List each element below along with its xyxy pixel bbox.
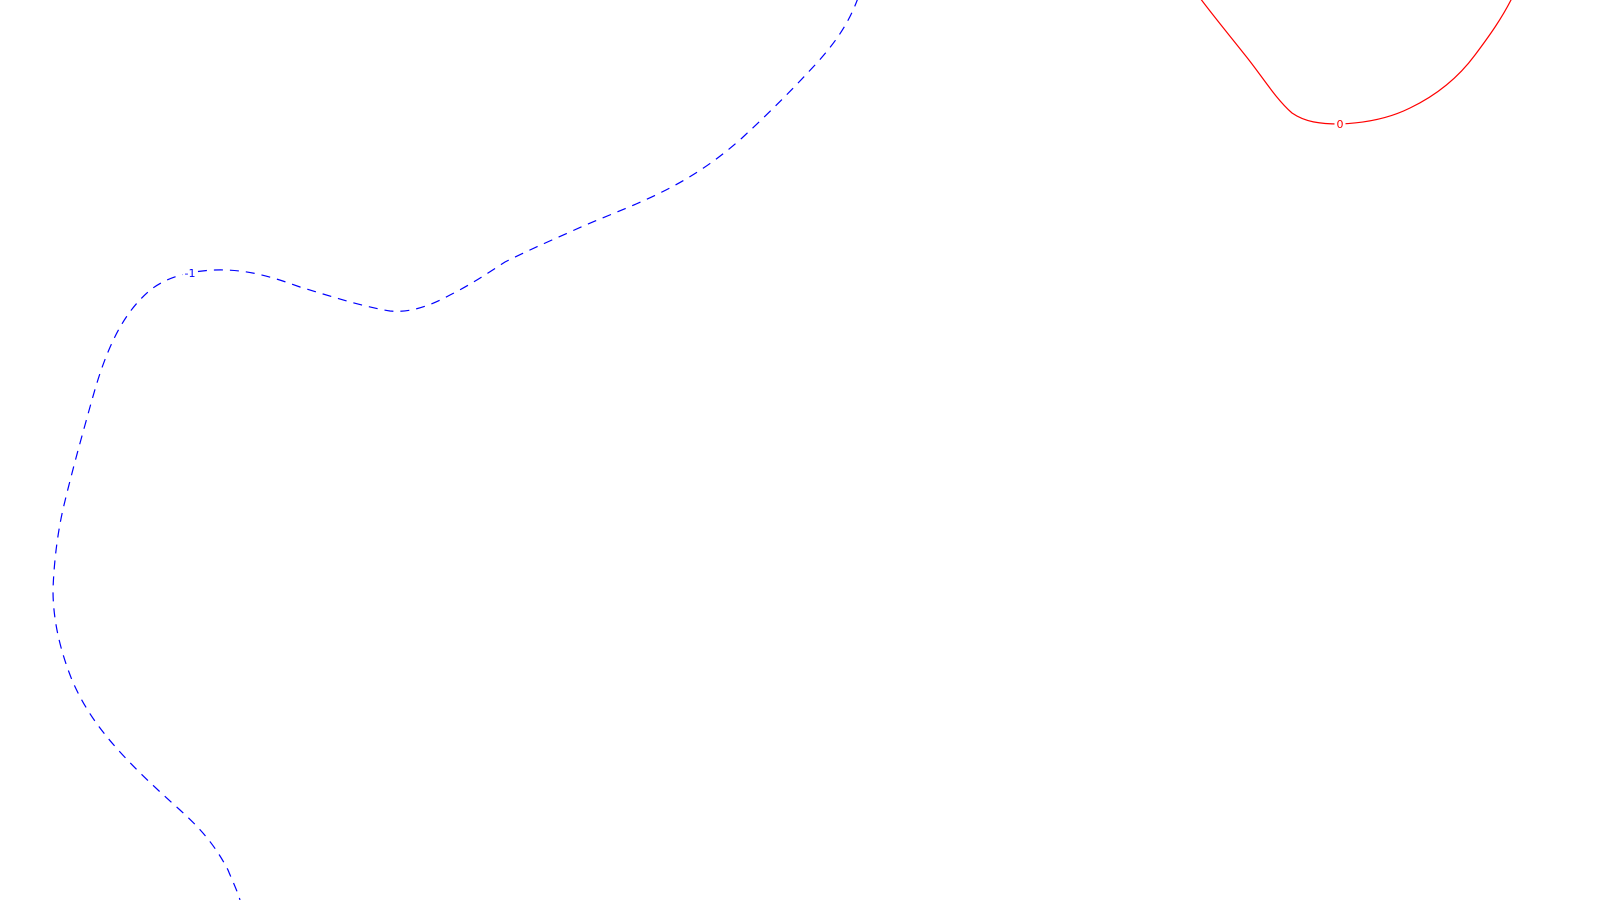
contour-series-zero: 0 <box>1200 0 1512 131</box>
contour-label-gap <box>182 267 198 280</box>
contour-label-0: 0 <box>1337 118 1344 131</box>
contour-label-gap <box>1334 118 1346 131</box>
contour-label-minus-1: -1 <box>185 267 196 280</box>
contour-series-negative: -1 <box>52 0 858 900</box>
